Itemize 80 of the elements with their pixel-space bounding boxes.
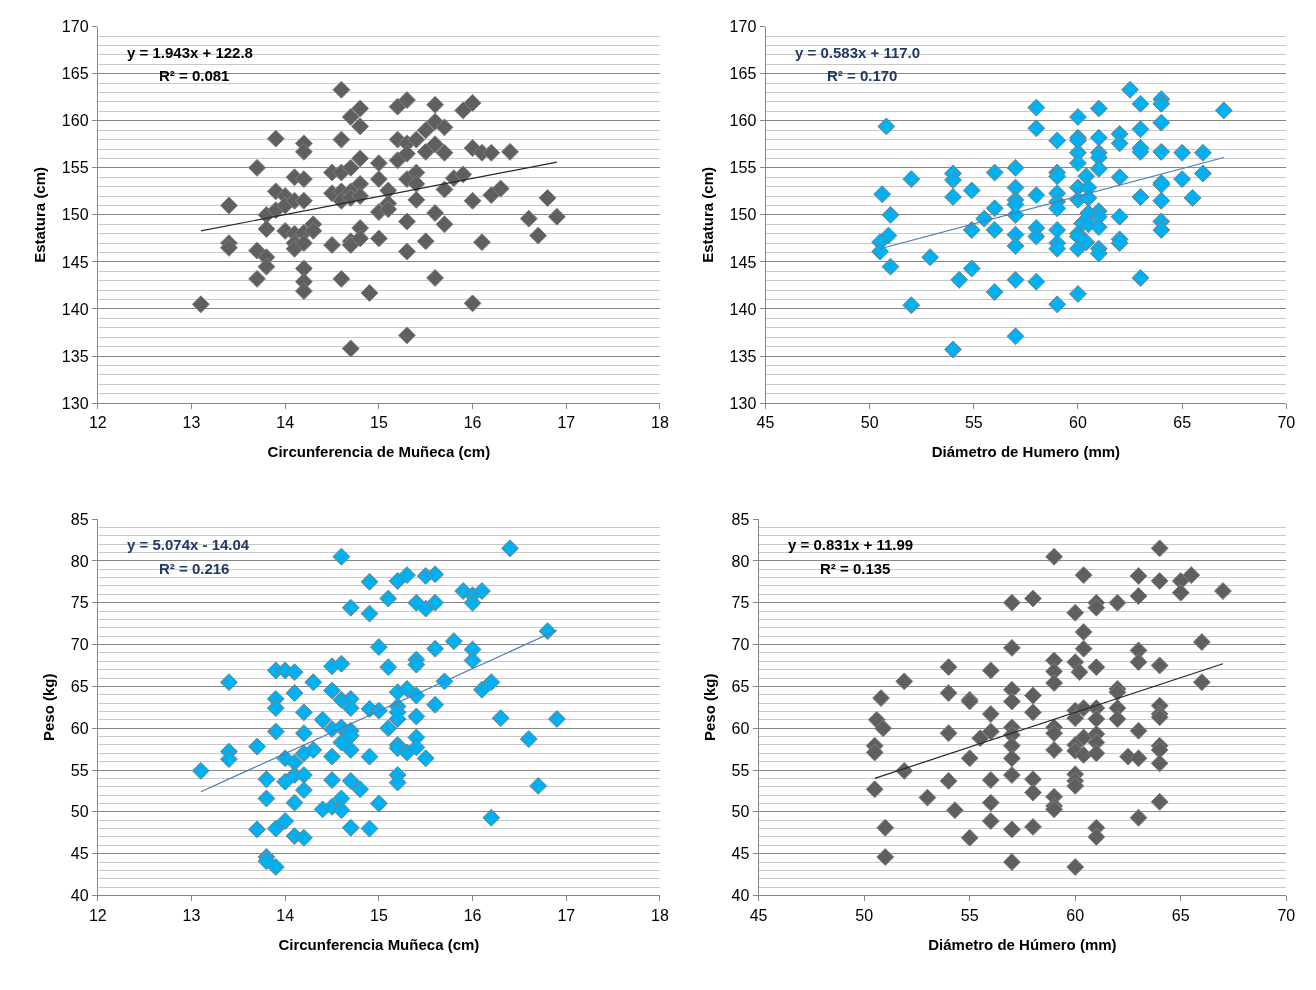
x-tick-label: 17: [557, 906, 576, 924]
annotation: R² = 0.081: [159, 67, 230, 84]
y-tick-label: 45: [731, 845, 750, 863]
y-tick-label: 40: [70, 887, 89, 905]
y-tick-label: 150: [61, 206, 89, 224]
y-tick-label: 130: [61, 394, 89, 412]
x-tick-label: 60: [1069, 414, 1087, 432]
x-tick-label: 65: [1173, 414, 1192, 432]
y-tick-label: 135: [61, 347, 89, 365]
x-tick-label: 55: [960, 906, 979, 924]
x-tick-label: 45: [749, 906, 768, 924]
y-axis-title: Peso (kg): [700, 673, 718, 742]
y-tick-label: 55: [731, 761, 750, 779]
y-tick-label: 170: [729, 18, 757, 36]
y-tick-label: 130: [729, 394, 757, 412]
y-tick-label: 165: [729, 65, 757, 83]
y-tick-label: 50: [70, 803, 89, 821]
x-tick-label: 16: [463, 414, 482, 432]
y-tick-label: 65: [731, 677, 750, 695]
x-axis-title: Circunferencia de Muñeca (cm): [267, 443, 491, 461]
y-tick-label: 70: [731, 636, 750, 654]
x-tick-label: 50: [855, 906, 874, 924]
annotation: R² = 0.135: [820, 560, 891, 577]
x-tick-label: 12: [88, 906, 107, 924]
annotation: y = 1.943x + 122.8: [127, 44, 253, 61]
annotation: R² = 0.216: [159, 560, 230, 577]
y-tick-label: 155: [61, 159, 89, 177]
y-tick-label: 170: [61, 18, 89, 36]
y-tick-label: 75: [731, 594, 750, 612]
y-axis-title: Estatura (cm): [698, 166, 716, 263]
annotation: R² = 0.170: [827, 67, 898, 84]
y-tick-label: 45: [70, 845, 89, 863]
annotation: y = 0.583x + 117.0: [795, 44, 921, 61]
x-tick-label: 45: [756, 414, 775, 432]
x-tick-label: 16: [463, 906, 482, 924]
x-tick-label: 13: [182, 906, 201, 924]
x-tick-label: 65: [1171, 906, 1190, 924]
x-tick-label: 70: [1277, 414, 1296, 432]
y-tick-label: 65: [70, 677, 89, 695]
y-tick-label: 135: [729, 347, 757, 365]
y-tick-label: 60: [731, 719, 750, 737]
y-tick-label: 55: [70, 761, 89, 779]
y-tick-label: 155: [729, 159, 757, 177]
x-tick-label: 15: [369, 414, 388, 432]
y-tick-label: 160: [61, 112, 89, 130]
x-tick-label: 50: [860, 414, 879, 432]
x-tick-label: 14: [276, 414, 295, 432]
x-tick-label: 15: [369, 906, 388, 924]
y-tick-label: 165: [61, 65, 89, 83]
y-tick-label: 85: [70, 510, 89, 528]
y-tick-label: 50: [731, 803, 750, 821]
y-tick-label: 145: [729, 253, 757, 271]
y-tick-label: 145: [61, 253, 89, 271]
y-axis-title: Peso (kg): [40, 673, 58, 742]
y-tick-label: 70: [70, 636, 89, 654]
x-axis-title: Circunferencia Muñeca (cm): [278, 935, 480, 953]
x-tick-label: 70: [1277, 906, 1296, 924]
y-tick-label: 150: [729, 206, 757, 224]
x-tick-label: 18: [651, 414, 669, 432]
x-tick-label: 12: [88, 414, 107, 432]
x-tick-label: 17: [557, 414, 576, 432]
y-tick-label: 80: [70, 552, 89, 570]
y-tick-label: 80: [731, 552, 750, 570]
y-tick-label: 140: [61, 300, 89, 318]
y-tick-label: 140: [729, 300, 757, 318]
x-tick-label: 13: [182, 414, 201, 432]
y-tick-label: 160: [729, 112, 757, 130]
x-tick-label: 18: [651, 906, 669, 924]
x-axis-title: Diámetro de Humero (mm): [931, 443, 1121, 461]
y-axis-title: Estatura (cm): [31, 166, 49, 263]
x-tick-label: 60: [1066, 906, 1085, 924]
x-axis-title: Diámetro de Húmero (mm): [928, 935, 1117, 953]
y-tick-label: 60: [70, 719, 89, 737]
x-tick-label: 55: [964, 414, 983, 432]
y-tick-label: 85: [731, 510, 750, 528]
y-tick-label: 40: [731, 887, 750, 905]
annotation: y = 5.074x - 14.04: [127, 536, 250, 553]
x-tick-label: 14: [276, 906, 295, 924]
annotation: y = 0.831x + 11.99: [788, 536, 914, 553]
y-tick-label: 75: [70, 594, 89, 612]
